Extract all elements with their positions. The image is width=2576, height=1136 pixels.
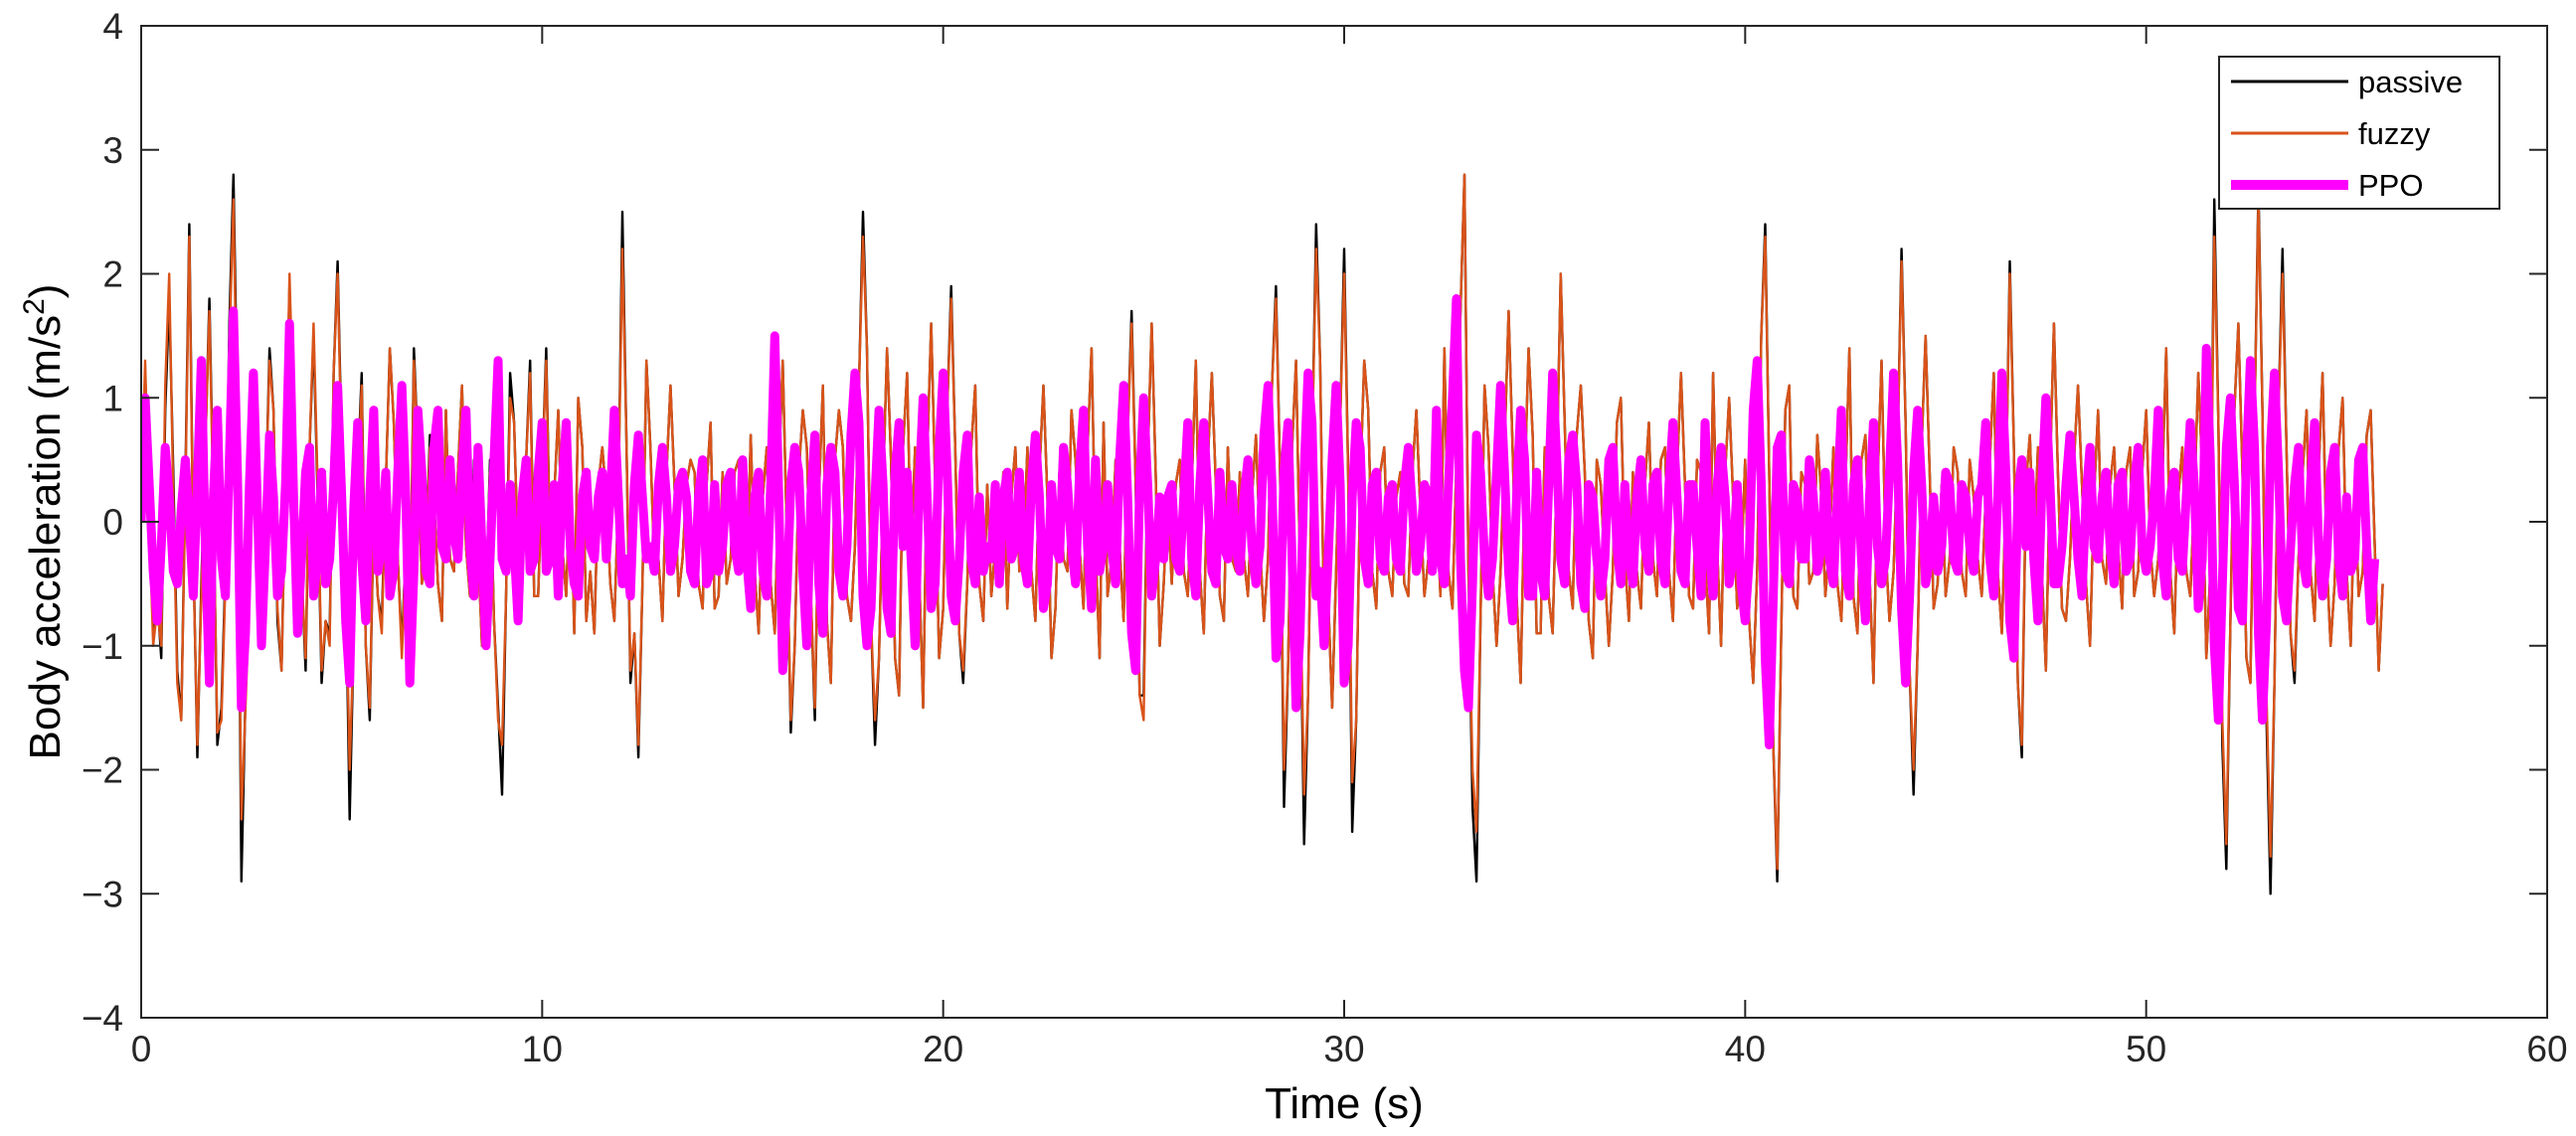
x-tick-label: 30 (1323, 1029, 1364, 1069)
y-tick-label: 2 (102, 254, 123, 295)
y-tick-label: 3 (102, 130, 123, 171)
x-axis-title: Time (s) (1265, 1079, 1424, 1128)
y-tick-label: −2 (82, 750, 123, 791)
y-tick-label: −1 (82, 626, 123, 667)
series-group (141, 173, 2384, 895)
legend-label-ppo: PPO (2358, 168, 2423, 203)
y-axis-title: Body acceleration (m/s2) (18, 284, 71, 760)
legend-label-fuzzy: fuzzy (2358, 116, 2431, 151)
y-axis-title-superscript: 2 (18, 298, 51, 315)
x-tick-label: 20 (923, 1029, 963, 1069)
x-tick-label: 60 (2526, 1029, 2567, 1069)
y-axis-title-close: ) (21, 284, 70, 299)
series-line-ppo (141, 294, 2380, 749)
y-tick-label: −4 (82, 998, 123, 1039)
legend: passive fuzzy PPO (2218, 56, 2500, 210)
legend-label-passive: passive (2358, 65, 2463, 99)
x-tick-label: 40 (1725, 1029, 1766, 1069)
x-tick-label: 0 (131, 1029, 152, 1069)
x-tick-label: 10 (522, 1029, 563, 1069)
y-tick-label: −3 (82, 874, 123, 914)
y-tick-label: 1 (102, 378, 123, 418)
y-axis-title-main: Body acceleration (m/s (21, 315, 70, 760)
y-tick-label: 0 (102, 502, 123, 543)
x-tick-label: 50 (2126, 1029, 2166, 1069)
series-line-fuzzy (141, 173, 2384, 871)
y-tick-label: 4 (102, 6, 123, 47)
tick-group: 0 10 20 30 40 50 60 −4 −3 −2 −1 0 1 2 3 4 (82, 6, 2568, 1069)
